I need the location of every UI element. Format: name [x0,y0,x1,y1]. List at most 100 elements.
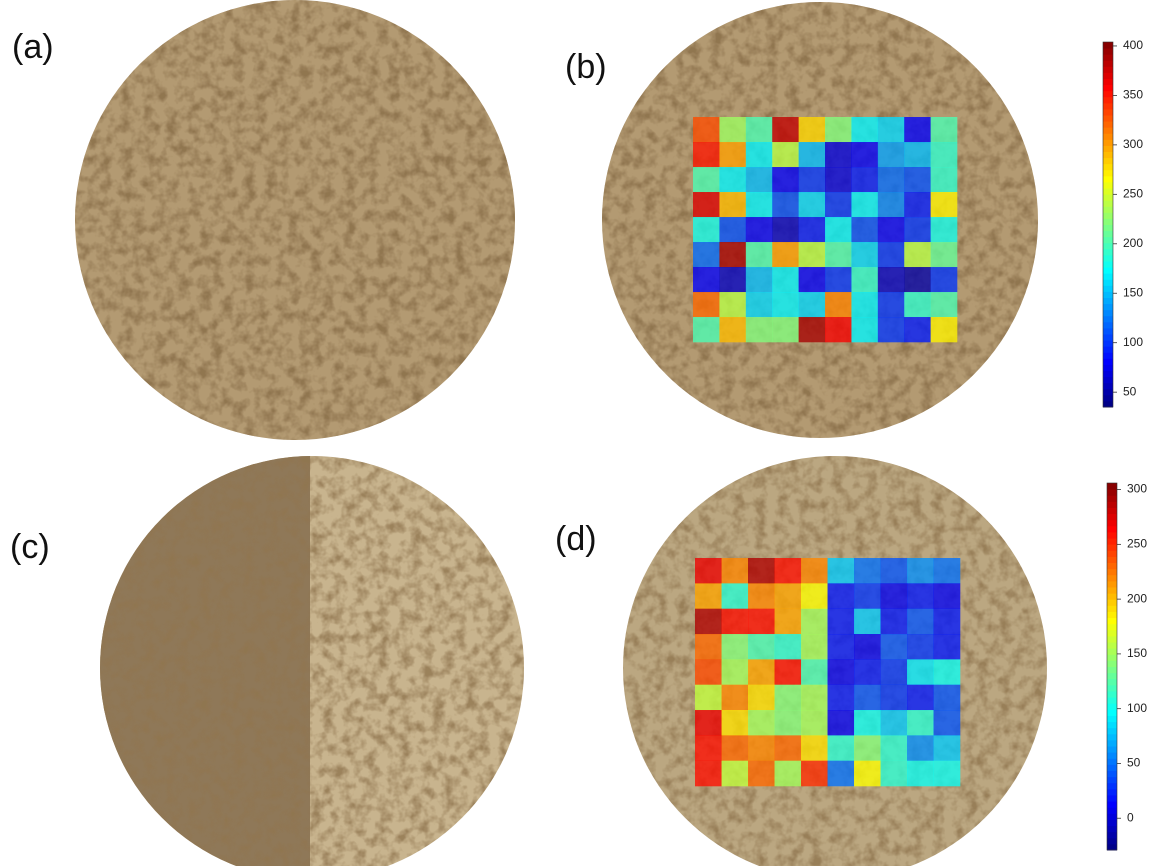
heatmap-cell [828,609,855,635]
heatmap-cell [825,292,852,317]
heatmap-cell [693,167,720,192]
colorbar-segment [1107,667,1117,674]
colorbar-segment [1107,685,1117,692]
colorbar-segment [1103,60,1113,67]
colorbar-segment [1107,783,1117,790]
heatmap-cell [854,634,881,660]
heatmap-cell [851,217,878,242]
heatmap-cell [722,761,749,787]
heatmap-cell [851,167,878,192]
heatmap-cell [934,634,961,660]
colorbar-segment [1107,832,1117,839]
colorbar-segment [1103,133,1113,140]
heatmap-cell [854,583,881,609]
heatmap-cell [719,267,746,292]
heatmap-cell [934,735,961,761]
heatmap-cell [746,292,773,317]
colorbar-segment [1107,807,1117,814]
heatmap-cell [772,117,799,142]
heatmap-cell [907,761,934,787]
colorbar-segment [1103,328,1113,335]
colorbar-segment [1107,770,1117,777]
colorbar-segment [1103,170,1113,177]
colorbar-segment [1103,267,1113,274]
colorbar-tick-label: 300 [1123,137,1143,151]
heatmap-cell [775,710,802,736]
heatmap-cell [693,217,720,242]
heatmap-cell [854,735,881,761]
heatmap-cell [748,735,775,761]
colorbar-segment [1107,483,1117,490]
colorbar-segment [1103,91,1113,98]
colorbar-segment [1107,746,1117,753]
colorbar-tick-label: 150 [1123,285,1143,299]
heatmap-cell [775,558,802,584]
colorbar-segment [1103,139,1113,146]
heatmap-cell [719,217,746,242]
colorbar-segment [1107,758,1117,765]
heatmap-cell [746,317,773,342]
colorbar-segment [1107,801,1117,808]
colorbar-segment [1103,298,1113,305]
colorbar-segment [1107,563,1117,570]
heatmap-cell [719,292,746,317]
colorbar-segment [1107,630,1117,637]
heatmap-cell [746,267,773,292]
heatmap-cell [772,267,799,292]
heatmap-cell [907,583,934,609]
heatmap-cell [719,142,746,167]
colorbar-segment [1107,495,1117,502]
heatmap-cell [907,659,934,685]
heatmap-cell [931,167,958,192]
colorbar-segment [1103,371,1113,378]
colorbar-segment [1103,316,1113,323]
colorbar-segment [1107,599,1117,606]
colorbar-segment [1103,249,1113,256]
heatmap-cell [801,659,828,685]
colorbar-segment [1103,243,1113,250]
heatmap-cell [878,192,905,217]
heatmap-cell [693,317,720,342]
colorbar-segment [1103,121,1113,128]
heatmap-cell [825,317,852,342]
heatmap-cell [748,659,775,685]
colorbar-segment [1107,605,1117,612]
colorbar-segment [1107,648,1117,655]
sample-c [100,456,524,866]
colorbar-segment [1107,556,1117,563]
colorbar-segment [1107,819,1117,826]
heatmap-cell [748,685,775,711]
colorbar-segment [1103,164,1113,171]
colorbar-segment [1103,261,1113,268]
colorbar-segment [1103,145,1113,152]
heatmap-cell [825,192,852,217]
heatmap-cell [931,217,958,242]
colorbar-segment [1103,395,1113,402]
heatmap-cell [799,242,826,267]
heatmap-cell [881,634,908,660]
heatmap-cell [878,217,905,242]
heatmap-cell [854,659,881,685]
heatmap-cell [695,609,722,635]
colorbar-segment [1103,188,1113,195]
colorbar-segment [1107,642,1117,649]
heatmap-cell [722,634,749,660]
heatmap-cell [878,267,905,292]
heatmap-cell [828,685,855,711]
colorbar-segment [1107,520,1117,527]
heatmap-cell [907,710,934,736]
heatmap-cell [828,634,855,660]
heatmap-cell [775,735,802,761]
colorbar-segment [1103,66,1113,73]
heatmap-cell [772,317,799,342]
heatmap-cell [801,583,828,609]
heatmap-cell [907,609,934,635]
heatmap-cell [934,761,961,787]
heatmap-cell [799,217,826,242]
heatmap-cell [695,583,722,609]
heatmap-cell [693,242,720,267]
colorbar-segment [1107,569,1117,576]
colorbar-segment [1103,48,1113,55]
heatmap-cell [772,142,799,167]
colorbar-segment [1103,109,1113,116]
